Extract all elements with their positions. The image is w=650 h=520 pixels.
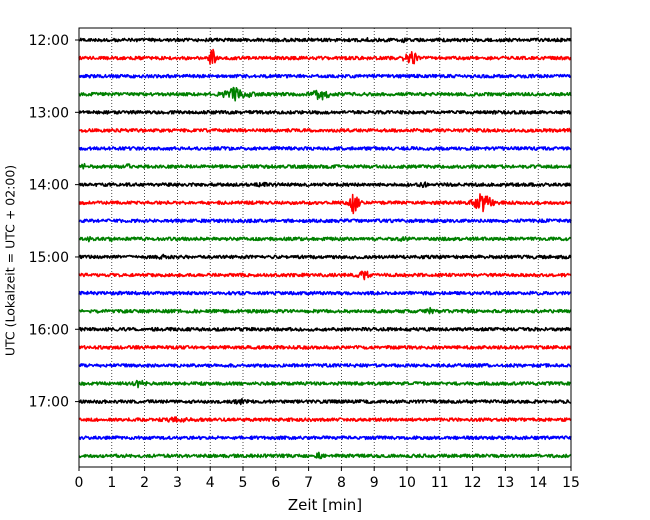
grid-lines	[111, 28, 539, 467]
seismic-trace	[78, 326, 572, 332]
seismic-trace	[78, 109, 572, 115]
x-tick-label: 15	[562, 475, 580, 491]
x-axis-label: Zeit [min]	[288, 496, 362, 514]
x-axis-ticks: 0 1 2 3 4 5 6 7 8 9 10 11 12 13 14 15	[75, 467, 580, 491]
seismic-trace	[78, 363, 572, 368]
x-tick-label: 1	[107, 475, 116, 491]
seismic-trace	[78, 48, 572, 65]
x-tick-label: 6	[271, 475, 280, 491]
seismic-trace	[78, 73, 572, 79]
seismic-trace	[78, 253, 572, 260]
x-tick-label: 3	[173, 475, 182, 491]
y-axis-label: UTC (Lokalzeit = UTC + 02:00)	[3, 165, 18, 356]
x-tick-label: 2	[140, 475, 149, 491]
x-tick-label: 12	[464, 475, 482, 491]
y-tick-label: 16:00	[29, 322, 69, 338]
y-tick-label: 13:00	[29, 105, 69, 121]
x-tick-label: 0	[75, 475, 84, 491]
seismic-trace	[78, 193, 572, 215]
y-tick-label: 17:00	[29, 395, 69, 411]
y-tick-label: 14:00	[29, 178, 69, 194]
y-axis-ticks: 12:00 13:00 14:00 15:00 16:00 17:00	[29, 33, 79, 411]
seismic-trace	[78, 290, 572, 296]
x-tick-label: 10	[398, 475, 416, 491]
x-tick-label: 8	[337, 475, 346, 491]
seismic-trace	[78, 306, 572, 315]
x-tick-label: 4	[206, 475, 215, 491]
seismic-trace	[78, 270, 572, 281]
seismic-trace	[78, 416, 572, 423]
seismic-trace	[78, 37, 572, 44]
x-tick-label: 9	[370, 475, 379, 491]
x-tick-label: 14	[529, 475, 547, 491]
seismic-trace	[78, 379, 572, 389]
x-tick-label: 7	[304, 475, 313, 491]
x-tick-label: 5	[239, 475, 248, 491]
helicorder-traces	[78, 37, 572, 460]
seismic-trace	[78, 398, 572, 406]
seismic-trace	[78, 162, 572, 170]
seismic-trace	[78, 344, 572, 350]
seismic-trace	[78, 181, 572, 189]
y-tick-label: 12:00	[29, 33, 69, 49]
seismic-trace	[78, 127, 572, 133]
seismic-trace	[78, 235, 572, 243]
seismic-trace	[78, 451, 572, 460]
x-tick-label: 13	[496, 475, 514, 491]
seismic-trace	[78, 146, 572, 151]
y-tick-label: 15:00	[29, 250, 69, 266]
seismic-trace	[78, 86, 572, 102]
plot-frame	[78, 27, 572, 468]
seismic-trace	[78, 218, 572, 224]
seismic-trace	[78, 435, 572, 441]
x-tick-label: 11	[431, 475, 449, 491]
